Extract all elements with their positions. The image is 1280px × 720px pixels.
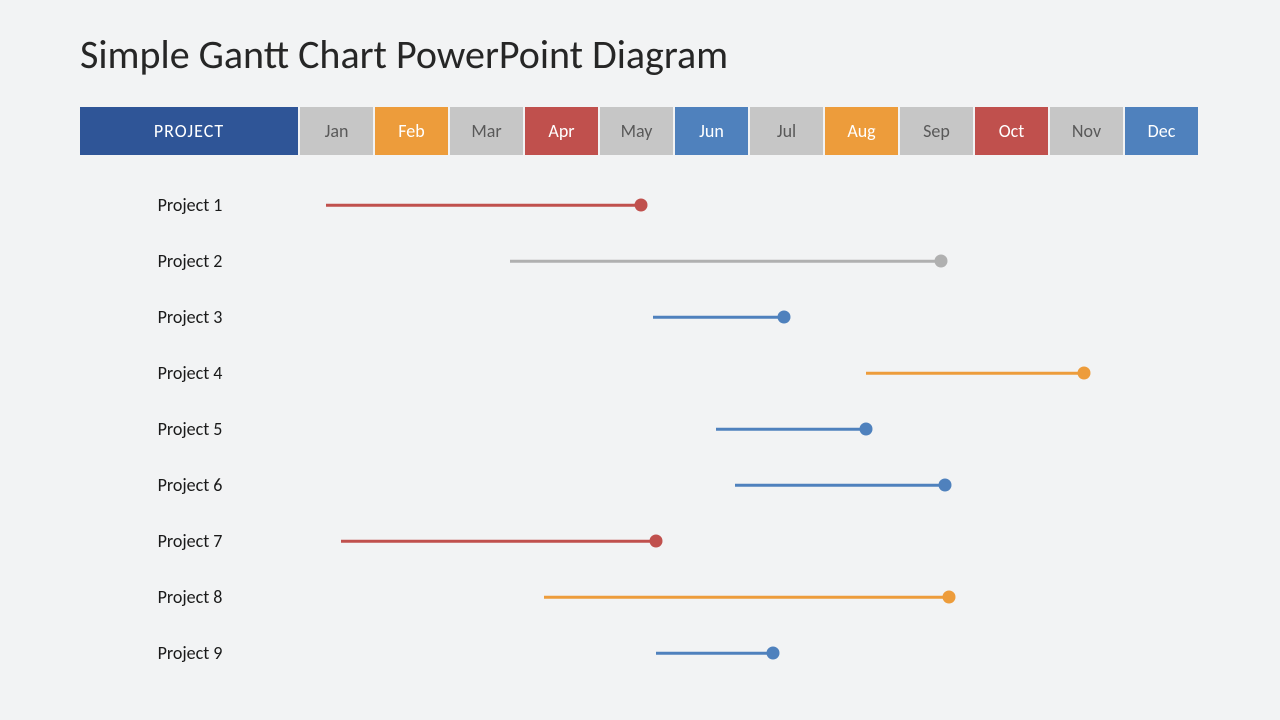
- gantt-row: Project 6: [80, 457, 1200, 513]
- gantt-bar-endpoint-icon: [939, 479, 952, 492]
- month-header-label: Aug: [847, 120, 875, 142]
- row-timeline: [300, 513, 1200, 569]
- gantt-row: Project 1: [80, 177, 1200, 233]
- gantt-bar-endpoint-icon: [635, 199, 648, 212]
- gantt-bar-line: [510, 260, 941, 263]
- month-header-label: Feb: [398, 120, 424, 142]
- gantt-row: Project 8: [80, 569, 1200, 625]
- gantt-bar-line: [326, 204, 641, 207]
- month-header-cell: Dec: [1125, 107, 1198, 155]
- month-header-cell: Oct: [975, 107, 1048, 155]
- gantt-bar-endpoint-icon: [860, 423, 873, 436]
- row-label: Project 5: [80, 418, 300, 440]
- month-header-cell: Jul: [750, 107, 823, 155]
- gantt-bar-line: [544, 596, 949, 599]
- row-label: Project 9: [80, 642, 300, 664]
- gantt-rows-area: Project 1 Project 2 Project 3 Project 4 Proj…: [80, 177, 1200, 681]
- month-header-cell: Aug: [825, 107, 898, 155]
- gantt-row: Project 4: [80, 345, 1200, 401]
- gantt-bar-line: [656, 652, 772, 655]
- project-header-cell: PROJECT: [80, 107, 298, 155]
- month-header-label: Dec: [1148, 120, 1176, 142]
- gantt-bar-endpoint-icon: [1077, 367, 1090, 380]
- month-header-label: Oct: [999, 120, 1025, 142]
- row-timeline: [300, 345, 1200, 401]
- row-timeline: [300, 625, 1200, 681]
- row-label: Project 4: [80, 362, 300, 384]
- gantt-bar-endpoint-icon: [650, 535, 663, 548]
- row-label: Project 7: [80, 530, 300, 552]
- gantt-bar-endpoint-icon: [935, 255, 948, 268]
- month-header-cell: Jun: [675, 107, 748, 155]
- gantt-bar-endpoint-icon: [942, 591, 955, 604]
- month-header-label: Apr: [548, 120, 574, 142]
- row-timeline: [300, 457, 1200, 513]
- gantt-row: Project 9: [80, 625, 1200, 681]
- gantt-header-row: PROJECT Jan Feb Mar Apr May Jun Jul Aug Sep Oct Nov…: [80, 107, 1200, 155]
- month-header-label: Mar: [471, 120, 501, 142]
- month-header-label: Jul: [777, 120, 796, 142]
- gantt-row: Project 7: [80, 513, 1200, 569]
- month-header-cell: Mar: [450, 107, 523, 155]
- row-label: Project 6: [80, 474, 300, 496]
- gantt-bar-line: [341, 540, 656, 543]
- gantt-bar-line: [653, 316, 784, 319]
- gantt-bar-line: [735, 484, 945, 487]
- row-label: Project 1: [80, 194, 300, 216]
- row-label: Project 8: [80, 586, 300, 608]
- row-label: Project 2: [80, 250, 300, 272]
- project-header-label: PROJECT: [154, 120, 224, 142]
- gantt-row: Project 3: [80, 289, 1200, 345]
- month-header-cell: Feb: [375, 107, 448, 155]
- month-header-cell: Nov: [1050, 107, 1123, 155]
- month-header-label: Sep: [923, 120, 950, 142]
- slide: Simple Gantt Chart PowerPoint Diagram PR…: [0, 0, 1280, 720]
- month-header-label: Jan: [325, 120, 349, 142]
- month-header-label: May: [621, 120, 653, 142]
- row-timeline: [300, 569, 1200, 625]
- row-label: Project 3: [80, 306, 300, 328]
- month-header-cell: Apr: [525, 107, 598, 155]
- month-header-cell: Sep: [900, 107, 973, 155]
- page-title: Simple Gantt Chart PowerPoint Diagram: [80, 30, 1200, 79]
- month-header-cell: May: [600, 107, 673, 155]
- row-timeline: [300, 177, 1200, 233]
- gantt-row: Project 5: [80, 401, 1200, 457]
- gantt-row: Project 2: [80, 233, 1200, 289]
- month-header-label: Jun: [699, 120, 724, 142]
- month-header-label: Nov: [1072, 120, 1101, 142]
- gantt-bar-endpoint-icon: [766, 647, 779, 660]
- row-timeline: [300, 233, 1200, 289]
- gantt-bar-line: [716, 428, 866, 431]
- gantt-bar-line: [866, 372, 1084, 375]
- gantt-bar-endpoint-icon: [777, 311, 790, 324]
- month-header-cell: Jan: [300, 107, 373, 155]
- row-timeline: [300, 401, 1200, 457]
- row-timeline: [300, 289, 1200, 345]
